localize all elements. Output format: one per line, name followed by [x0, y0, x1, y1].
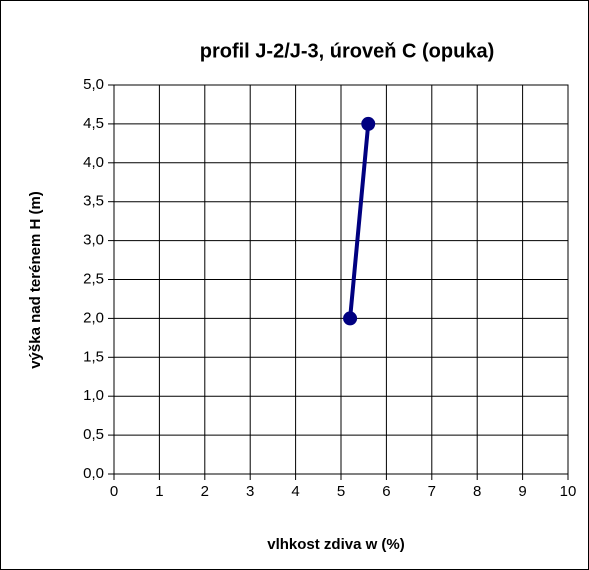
x-axis-label: vlhkost zdiva w (%): [267, 536, 405, 553]
y-tick-label: 4,0: [83, 154, 104, 171]
y-tick-label: 0,5: [83, 426, 104, 443]
x-tick-label: 6: [382, 483, 390, 500]
x-tick-label: 2: [201, 483, 209, 500]
series-line: [348, 123, 371, 319]
x-tick-label: 5: [337, 483, 345, 500]
plot-frame: [113, 84, 569, 475]
x-tick-label: 10: [560, 483, 577, 500]
y-tick-label: 4,5: [83, 115, 104, 132]
y-tick-label: 0,0: [83, 465, 104, 482]
y-tick-label: 3,0: [83, 232, 104, 249]
x-tick-label: 4: [291, 483, 299, 500]
chart-title: profil J-2/J-3, úroveň C (opuka): [200, 40, 494, 62]
x-tick-label: 0: [110, 483, 118, 500]
data-point: [343, 311, 358, 326]
y-tick-label: 2,5: [83, 270, 104, 287]
y-tick-label: 1,0: [83, 387, 104, 404]
x-tick-label: 9: [518, 483, 526, 500]
data-point: [361, 116, 376, 131]
x-tick-label: 7: [428, 483, 436, 500]
y-tick-label: 1,5: [83, 348, 104, 365]
y-axis-label: výška nad terénem H (m): [27, 191, 44, 369]
x-tick-label: 1: [155, 483, 163, 500]
y-tick-label: 3,5: [83, 193, 104, 210]
y-tick-label: 5,0: [83, 76, 104, 93]
y-tick-label: 2,0: [83, 309, 104, 326]
x-tick-label: 8: [473, 483, 481, 500]
x-tick-label: 3: [246, 483, 254, 500]
